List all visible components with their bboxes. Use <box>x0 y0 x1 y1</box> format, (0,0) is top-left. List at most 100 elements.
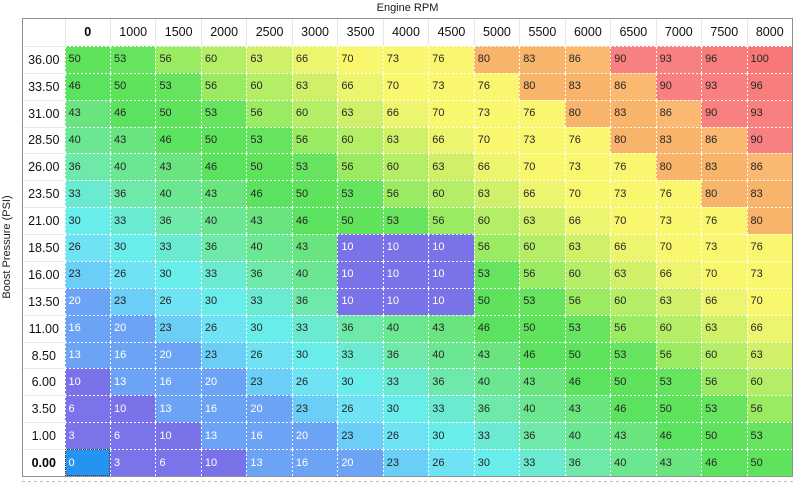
table-cell[interactable]: 46 <box>65 72 110 100</box>
table-cell[interactable]: 60 <box>246 72 292 100</box>
table-cell[interactable]: 23 <box>155 314 201 342</box>
table-cell[interactable]: 26 <box>155 287 201 315</box>
table-cell[interactable]: 33 <box>383 368 429 396</box>
table-cell[interactable]: 73 <box>474 99 520 127</box>
table-cell[interactable]: 93 <box>747 99 792 127</box>
table-cell[interactable]: 53 <box>337 180 383 208</box>
table-cell[interactable]: 66 <box>701 287 747 315</box>
table-cell[interactable]: 50 <box>747 449 792 476</box>
table-cell[interactable]: 66 <box>656 260 702 288</box>
table-cell[interactable]: 23 <box>201 341 247 369</box>
table-cell[interactable]: 50 <box>656 395 702 423</box>
table-cell[interactable]: 50 <box>246 153 292 181</box>
table-cell[interactable]: 70 <box>474 126 520 154</box>
column-header-1000[interactable]: 1000 <box>109 19 156 46</box>
table-cell[interactable]: 30 <box>383 395 429 423</box>
table-cell[interactable]: 10 <box>337 287 383 315</box>
table-cell[interactable]: 76 <box>519 99 565 127</box>
row-header-23.50[interactable]: 23.50 <box>23 180 65 208</box>
table-cell[interactable]: 36 <box>201 234 247 261</box>
table-cell[interactable]: 90 <box>701 99 747 127</box>
table-cell[interactable]: 66 <box>292 45 338 73</box>
table-cell[interactable]: 53 <box>246 126 292 154</box>
table-cell[interactable]: 36 <box>474 395 520 423</box>
row-header-0.00[interactable]: 0.00 <box>23 449 65 476</box>
table-cell[interactable]: 23 <box>292 395 338 423</box>
table-cell[interactable]: 26 <box>201 314 247 342</box>
table-cell[interactable]: 76 <box>747 234 792 261</box>
table-cell[interactable]: 56 <box>246 99 292 127</box>
table-cell[interactable]: 86 <box>610 72 656 100</box>
table-cell[interactable]: 16 <box>155 368 201 396</box>
table-cell[interactable]: 66 <box>337 72 383 100</box>
table-cell[interactable]: 50 <box>110 72 156 100</box>
table-cell[interactable]: 46 <box>292 207 338 235</box>
table-cell[interactable]: 56 <box>474 234 520 261</box>
table-cell[interactable]: 33 <box>246 287 292 315</box>
table-cell[interactable]: 50 <box>474 287 520 315</box>
row-header-31.00[interactable]: 31.00 <box>23 99 65 127</box>
table-cell[interactable]: 40 <box>610 449 656 476</box>
column-header-2500[interactable]: 2500 <box>246 19 292 46</box>
table-cell[interactable]: 70 <box>519 153 565 181</box>
table-cell[interactable]: 46 <box>474 314 520 342</box>
table-cell[interactable]: 43 <box>519 368 565 396</box>
table-cell[interactable]: 43 <box>201 180 247 208</box>
table-cell[interactable]: 20 <box>337 449 383 476</box>
table-cell[interactable]: 53 <box>565 314 611 342</box>
table-cell[interactable]: 56 <box>656 341 702 369</box>
row-header-26.00[interactable]: 26.00 <box>23 153 65 181</box>
table-cell[interactable]: 56 <box>337 153 383 181</box>
table-cell[interactable]: 73 <box>519 126 565 154</box>
table-cell[interactable]: 66 <box>610 234 656 261</box>
column-header-0[interactable]: 0 <box>64 19 110 46</box>
table-cell[interactable]: 66 <box>747 314 792 342</box>
table-cell[interactable]: 10 <box>383 234 429 261</box>
table-cell[interactable]: 53 <box>701 395 747 423</box>
table-cell[interactable]: 30 <box>155 260 201 288</box>
table-cell[interactable]: 96 <box>701 45 747 73</box>
row-header-16.00[interactable]: 16.00 <box>23 260 65 288</box>
table-cell[interactable]: 63 <box>428 153 474 181</box>
table-cell[interactable]: 20 <box>155 341 201 369</box>
table-cell[interactable]: 60 <box>428 180 474 208</box>
table-cell[interactable]: 30 <box>65 207 110 235</box>
table-cell[interactable]: 83 <box>656 126 702 154</box>
table-cell[interactable]: 63 <box>383 126 429 154</box>
table-cell[interactable]: 60 <box>201 45 247 73</box>
row-header-13.50[interactable]: 13.50 <box>23 287 65 315</box>
table-cell[interactable]: 60 <box>519 234 565 261</box>
table-cell[interactable]: 10 <box>65 368 110 396</box>
table-cell[interactable]: 43 <box>656 449 702 476</box>
table-cell[interactable]: 10 <box>110 395 156 423</box>
table-cell[interactable]: 50 <box>201 126 247 154</box>
table-cell[interactable]: 80 <box>565 99 611 127</box>
table-cell[interactable]: 6 <box>65 395 110 423</box>
table-cell[interactable]: 70 <box>383 72 429 100</box>
table-cell[interactable]: 70 <box>610 207 656 235</box>
table-cell[interactable]: 43 <box>65 99 110 127</box>
table-cell[interactable]: 66 <box>519 180 565 208</box>
table-cell[interactable]: 56 <box>428 207 474 235</box>
table-cell[interactable]: 83 <box>565 72 611 100</box>
table-cell[interactable]: 86 <box>747 153 792 181</box>
table-cell[interactable]: 16 <box>246 422 292 450</box>
table-cell[interactable]: 56 <box>747 395 792 423</box>
table-cell[interactable]: 56 <box>519 260 565 288</box>
table-cell[interactable]: 30 <box>292 341 338 369</box>
table-cell[interactable]: 63 <box>246 45 292 73</box>
row-header-3.50[interactable]: 3.50 <box>23 395 65 423</box>
row-header-21.00[interactable]: 21.00 <box>23 207 65 235</box>
table-cell[interactable]: 56 <box>155 45 201 73</box>
column-header-8000[interactable]: 8000 <box>746 19 792 46</box>
table-cell[interactable]: 13 <box>155 395 201 423</box>
table-cell[interactable]: 90 <box>656 72 702 100</box>
row-header-11.00[interactable]: 11.00 <box>23 314 65 342</box>
table-cell[interactable]: 26 <box>292 368 338 396</box>
table-cell[interactable]: 83 <box>610 99 656 127</box>
table-cell[interactable]: 40 <box>155 180 201 208</box>
table-cell[interactable]: 53 <box>383 207 429 235</box>
table-cell[interactable]: 66 <box>565 207 611 235</box>
table-cell[interactable]: 60 <box>610 287 656 315</box>
row-header-18.50[interactable]: 18.50 <box>23 234 65 261</box>
